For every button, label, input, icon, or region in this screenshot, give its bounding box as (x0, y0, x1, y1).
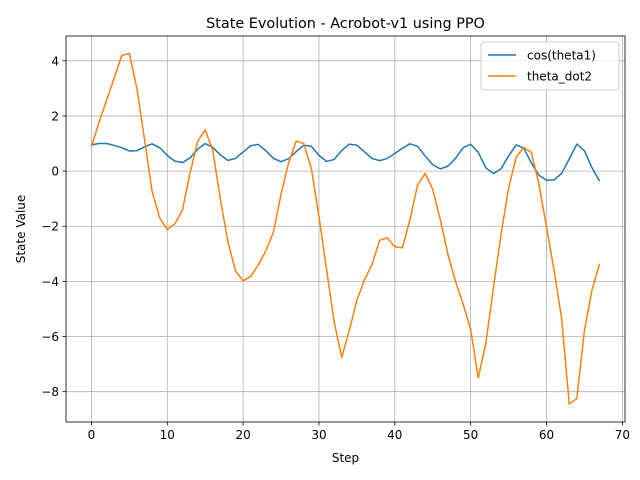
y-tick-label: −8 (41, 385, 59, 399)
y-tick-label: −6 (41, 330, 59, 344)
legend-box (480, 41, 620, 91)
series-line-cos-theta1 (91, 142, 601, 182)
legend-label-theta-dot2: theta_dot2 (527, 70, 592, 84)
x-tick-label: 40 (387, 428, 402, 442)
x-tick-label: 20 (235, 428, 250, 442)
x-tick-label: 30 (311, 428, 326, 442)
legend-label-cos-theta1: cos(theta1) (527, 49, 596, 63)
axes-frame (65, 35, 626, 423)
y-tick-label: 4 (51, 54, 59, 68)
ticks: 0 10 20 30 40 50 60 70 −8 −6 −4 −2 0 2 4 (41, 54, 630, 442)
y-axis-label: State Value (14, 195, 28, 264)
series-line-theta-dot2 (90, 52, 601, 405)
x-tick-label: 10 (160, 428, 175, 442)
y-tick-label: 2 (51, 109, 59, 123)
y-tick-label: −4 (41, 275, 59, 289)
chart-title: State Evolution - Acrobot-v1 using PPO (206, 16, 485, 32)
x-tick-label: 70 (615, 428, 630, 442)
x-axis-label: Step (332, 451, 359, 465)
grid (66, 36, 625, 422)
x-tick-label: 50 (463, 428, 478, 442)
x-tick-label: 0 (88, 428, 96, 442)
y-tick-label: −2 (41, 220, 59, 234)
y-tick-label: 0 (51, 165, 59, 179)
legend: cos(theta1) theta_dot2 (480, 41, 620, 91)
x-tick-label: 60 (539, 428, 554, 442)
series-layer (90, 52, 601, 405)
